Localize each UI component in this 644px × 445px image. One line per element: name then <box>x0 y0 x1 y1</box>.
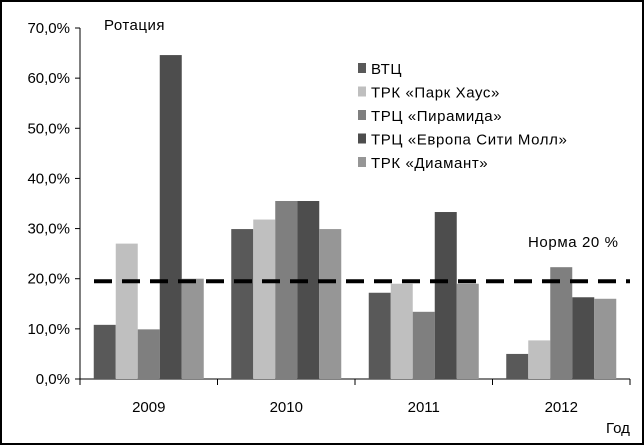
bar <box>319 229 342 379</box>
legend-swatch <box>358 86 366 97</box>
bar <box>181 278 204 379</box>
bar <box>390 283 413 379</box>
legend-swatch <box>358 63 366 73</box>
bar <box>297 200 320 379</box>
bar <box>550 267 573 379</box>
y-tick-label: 0,0% <box>36 371 70 388</box>
legend: ВТЦ ТРК «Парк Хаус» ТРЦ «Пирамида» ТРЦ «Евр… <box>358 61 567 172</box>
x-axis-label: Год <box>606 420 630 437</box>
x-tick-label: 2012 <box>545 399 578 416</box>
legend-label: ТРЦ «Европа Сити Молл» <box>371 132 567 149</box>
bar <box>506 353 529 379</box>
bar <box>253 219 276 379</box>
bar <box>528 340 551 379</box>
bars <box>93 55 617 379</box>
bar <box>456 283 479 379</box>
legend-label: ВТЦ <box>371 61 402 78</box>
x-axis: 2009 2010 2011 2012 <box>79 378 631 416</box>
y-tick-label: 20,0% <box>27 271 70 288</box>
y-tick-label: 70,0% <box>27 20 70 37</box>
y-axis-label: Ротация <box>104 17 165 34</box>
bar <box>368 292 391 379</box>
y-axis: 0,0% 10,0% 20,0% 30,0% 40,0% 50,0% 60,0% 70,0% <box>27 20 81 388</box>
legend-swatch <box>358 133 366 144</box>
bar <box>137 329 160 379</box>
bar <box>93 324 116 379</box>
x-tick-label: 2011 <box>408 399 440 416</box>
legend-label: ТРК «Диамант» <box>371 155 488 172</box>
legend-swatch <box>358 110 366 120</box>
x-tick-label: 2009 <box>132 399 165 416</box>
bar <box>434 212 457 379</box>
bar <box>412 311 435 379</box>
bar <box>115 243 138 379</box>
reference-line-label: Норма 20 % <box>528 234 619 251</box>
reference-line-group: Норма 20 % <box>94 234 630 284</box>
x-tick-label: 2010 <box>270 399 303 416</box>
y-tick-label: 10,0% <box>27 321 70 338</box>
bar <box>572 297 595 379</box>
bar <box>594 298 617 379</box>
y-tick-label: 60,0% <box>27 70 70 87</box>
legend-label: ТРЦ «Пирамида» <box>371 108 502 125</box>
y-tick-label: 40,0% <box>27 170 70 187</box>
legend-label: ТРК «Парк Хаус» <box>371 85 500 102</box>
y-tick-label: 50,0% <box>27 120 70 137</box>
bar <box>231 229 254 379</box>
legend-swatch <box>358 157 366 167</box>
bar <box>275 200 298 379</box>
y-tick-label: 30,0% <box>27 221 70 238</box>
bar <box>159 55 182 379</box>
